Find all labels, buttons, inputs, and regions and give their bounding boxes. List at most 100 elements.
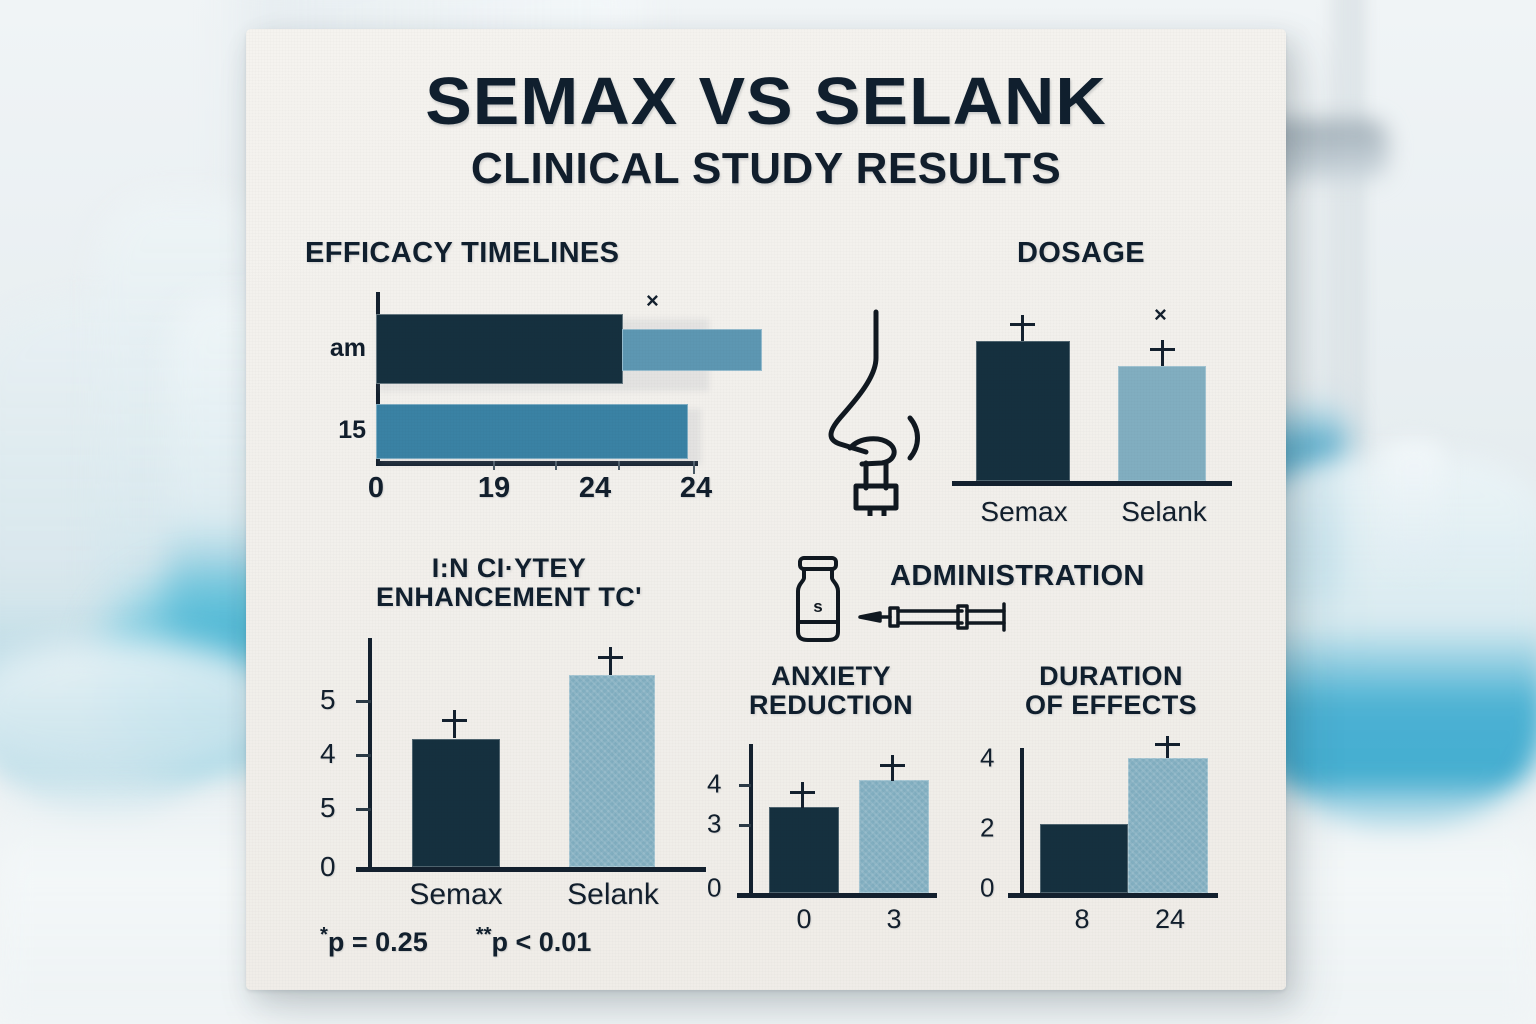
memory-plot-area: 5 4 5 0 Semax Selank bbox=[316, 638, 716, 911]
efficacy-bar-semax bbox=[376, 314, 623, 384]
footnote-marker-2: ** bbox=[475, 924, 492, 946]
anxiety-ytick-label: 4 bbox=[707, 768, 722, 799]
memory-bar-semax bbox=[412, 739, 500, 868]
anxiety-bar-selank bbox=[859, 780, 929, 894]
anxiety-xlabel-3: 3 bbox=[886, 904, 902, 935]
chart-title-memory-line1: I:N CI·YTEY bbox=[431, 553, 587, 583]
memory-y-tick bbox=[356, 754, 371, 758]
anxiety-errorbar-selank bbox=[880, 755, 905, 782]
duration-xlabel-8: 8 bbox=[1074, 904, 1090, 935]
memory-ytick-label: 5 bbox=[320, 792, 336, 824]
dosage-xlabel-semax: Semax bbox=[980, 496, 1068, 527]
anxiety-x-axis bbox=[737, 893, 937, 899]
administration-row: s ADMINISTRATION bbox=[786, 554, 1246, 644]
syringe-icon bbox=[858, 602, 1016, 632]
memory-xlabel-semax: Semax bbox=[409, 878, 503, 912]
chart-memory-enhancement: I:N CI·YTEY ENHANCEMENT TCʹ 5 4 5 0 Sema… bbox=[294, 553, 724, 911]
footnote-marker-1: * bbox=[320, 924, 328, 946]
anxiety-ytick-label: 3 bbox=[707, 808, 722, 839]
bottom-charts-row: I:N CI·YTEY ENHANCEMENT TCʹ 5 4 5 0 Sema… bbox=[246, 553, 1286, 954]
chart-efficacy-timelines: EFFICACY TIMELINES × am 15 bbox=[290, 237, 762, 504]
chart-anxiety-reduction: ANXIETY REDUCTION 4 3 0 0 3 bbox=[701, 661, 961, 936]
significance-marker-x-efficacy: × bbox=[646, 288, 659, 313]
anxiety-ytick-label: 0 bbox=[707, 872, 722, 903]
duration-ytick-label: 0 bbox=[980, 872, 995, 903]
chart-title-dosage: DOSAGE bbox=[1016, 237, 1146, 269]
vial-label: s bbox=[813, 597, 822, 616]
significance-marker-x-dosage: × bbox=[1154, 302, 1167, 327]
administration-section: s ADMINISTRATION bbox=[786, 554, 1246, 654]
memory-x-axis bbox=[356, 867, 706, 873]
dosage-errorbar-semax bbox=[1010, 315, 1035, 341]
efficacy-x-tick bbox=[693, 461, 695, 474]
duration-plot-area: 4 2 0 8 24 bbox=[976, 736, 1226, 936]
efficacy-xtick-label: 24 bbox=[679, 472, 713, 504]
anxiety-xlabel-0: 0 bbox=[796, 904, 812, 935]
background-dish-left bbox=[0, 640, 290, 780]
chart-title-duration-line2: OF EFFECTS bbox=[1025, 690, 1197, 721]
efficacy-bar-row-15: 15 bbox=[338, 404, 701, 465]
duration-ytick-label: 2 bbox=[980, 812, 995, 843]
footnote: *p = 0.25 **p < 0.01 bbox=[320, 924, 591, 958]
dosage-plot-area: × Semax Selank bbox=[806, 294, 1246, 534]
duration-y-axis bbox=[1020, 748, 1024, 895]
memory-xlabel-selank: Selank bbox=[567, 878, 659, 912]
memory-errorbar-selank bbox=[598, 647, 623, 676]
duration-errorbar-selank bbox=[1155, 736, 1180, 759]
efficacy-bar-selank bbox=[622, 329, 762, 371]
anxiety-y-axis bbox=[749, 744, 753, 895]
footnote-text-1: p = 0.25 bbox=[327, 927, 428, 957]
footnote-item-2: **p < 0.01 bbox=[476, 924, 592, 958]
infographic-poster: SEMAX VS SELANK CLINICAL STUDY RESULTS E… bbox=[246, 29, 1286, 990]
dosage-baseline bbox=[952, 481, 1232, 486]
vial-icon: s bbox=[786, 554, 850, 644]
administration-title: ADMINISTRATION bbox=[890, 560, 1145, 592]
efficacy-bar-row-am: am bbox=[330, 314, 762, 391]
chart-title-memory-line2: ENHANCEMENT TCʹ bbox=[376, 582, 642, 613]
dosage-errorbar-selank bbox=[1150, 340, 1175, 366]
anxiety-plot-area: 4 3 0 0 3 bbox=[701, 736, 951, 936]
efficacy-xtick-label: 0 bbox=[367, 472, 385, 504]
chart-duration-of-effects: DURATION OF EFFECTS 4 2 0 8 24 bbox=[976, 661, 1246, 936]
anxiety-errorbar-semax bbox=[790, 782, 815, 809]
footnote-item-1: *p = 0.25 bbox=[320, 924, 428, 958]
memory-ytick-label: 5 bbox=[320, 684, 336, 716]
memory-ytick-label: 0 bbox=[320, 851, 336, 883]
chart-title-duration-line1: DURATION bbox=[1039, 661, 1183, 691]
dosage-bar-selank bbox=[1118, 366, 1206, 481]
efficacy-x-axis bbox=[376, 461, 698, 466]
efficacy-x-tick bbox=[493, 461, 495, 470]
dosage-bar-semax bbox=[976, 341, 1070, 481]
chart-dosage: DOSAGE bbox=[806, 237, 1246, 534]
efficacy-row-label-15: 15 bbox=[338, 416, 366, 444]
anxiety-bar-semax bbox=[769, 807, 839, 894]
duration-xlabel-24: 24 bbox=[1154, 904, 1186, 935]
anxiety-y-tick bbox=[739, 824, 751, 828]
efficacy-xtick-label: 24 bbox=[578, 472, 612, 504]
efficacy-plot-area: × am 15 bbox=[308, 288, 762, 504]
anxiety-y-tick bbox=[739, 784, 751, 788]
memory-bar-selank bbox=[569, 675, 655, 868]
memory-ytick-label: 4 bbox=[320, 738, 336, 770]
memory-y-tick bbox=[356, 808, 371, 812]
chart-title-anxiety-line2: REDUCTION bbox=[748, 690, 914, 721]
memory-errorbar-semax bbox=[442, 710, 467, 739]
page-title: SEMAX VS SELANK bbox=[425, 64, 1107, 139]
duration-x-axis bbox=[1008, 893, 1218, 899]
duration-bar-semax bbox=[1040, 824, 1128, 894]
duration-ytick-label: 4 bbox=[980, 742, 995, 773]
efficacy-xtick-label: 19 bbox=[477, 472, 511, 504]
efficacy-row-label-am: am bbox=[329, 334, 366, 362]
footnote-text-2: p < 0.01 bbox=[491, 927, 592, 957]
chart-title-efficacy: EFFICACY TIMELINES bbox=[305, 237, 620, 269]
background-flask-right-neck bbox=[1384, 440, 1444, 570]
dosage-xlabel-selank: Selank bbox=[1121, 496, 1207, 527]
page-subtitle: CLINICAL STUDY RESULTS bbox=[470, 144, 1062, 193]
memory-y-axis bbox=[368, 638, 372, 869]
efficacy-bar-selank-lower bbox=[376, 404, 688, 459]
nasal-spray-icon bbox=[814, 306, 934, 516]
chart-title-anxiety-line1: ANXIETY bbox=[771, 661, 891, 691]
duration-bar-selank bbox=[1128, 758, 1208, 894]
efficacy-x-tick bbox=[618, 461, 620, 470]
memory-y-tick bbox=[356, 700, 371, 704]
